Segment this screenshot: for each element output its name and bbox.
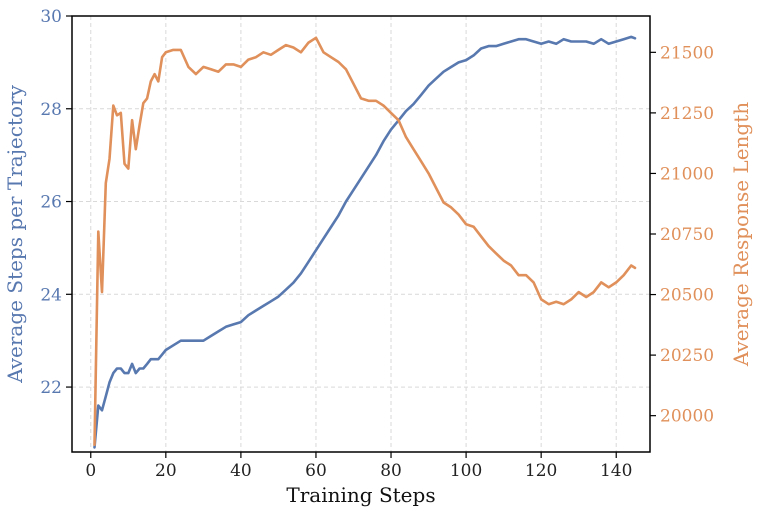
left-y-tick-label: 28 (40, 100, 62, 120)
right-y-tick-label: 21500 (660, 43, 714, 63)
axis-ticks: 0 20 40 60 80 100 120 140 22 24 26 28 30 20000 20250 20… (40, 7, 714, 481)
left-y-axis-title: Average Steps per Trajectory (3, 84, 27, 384)
x-tick-label: 80 (380, 461, 402, 481)
x-tick-label: 100 (450, 461, 482, 481)
x-tick-label: 0 (85, 461, 96, 481)
x-tick-label: 60 (305, 461, 327, 481)
left-y-tick-label: 26 (40, 193, 62, 213)
series-lines (93, 35, 637, 449)
left-y-tick-label: 24 (40, 285, 62, 305)
right-y-tick-label: 20750 (660, 225, 714, 245)
left-y-tick-label: 22 (40, 378, 62, 398)
steps-per-trajectory-line (93, 35, 637, 449)
left-y-tick-label: 30 (40, 7, 62, 27)
right-y-tick-label: 20250 (660, 346, 714, 366)
right-y-tick-label: 21250 (660, 104, 714, 124)
x-tick-label: 40 (230, 461, 252, 481)
x-tick-label: 140 (600, 461, 632, 481)
right-y-tick-label: 20500 (660, 286, 714, 306)
grid-lines (72, 15, 650, 452)
x-tick-label: 120 (525, 461, 557, 481)
right-y-tick-label: 21000 (660, 164, 714, 184)
response-length-line (93, 36, 637, 446)
right-y-tick-label: 20000 (660, 407, 714, 427)
right-y-axis-title: Average Response Length (729, 102, 753, 367)
x-tick-label: 20 (155, 461, 177, 481)
x-axis-title: Training Steps (286, 483, 435, 507)
